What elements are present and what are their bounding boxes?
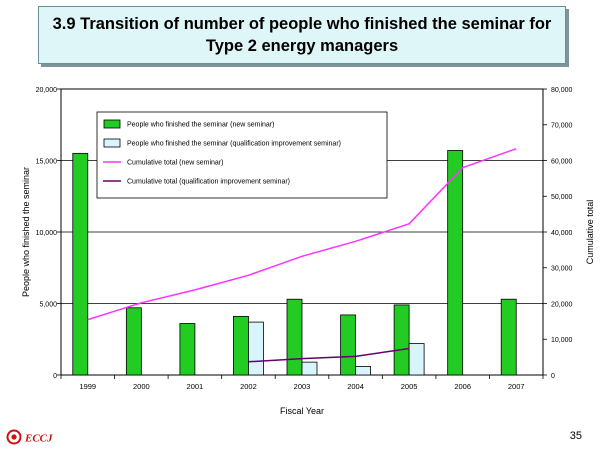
- legend-swatch: [103, 119, 121, 129]
- y-tick-label: 5,000: [39, 301, 57, 308]
- page-number: 35: [569, 430, 582, 442]
- legend-swatch: [103, 138, 121, 148]
- y-tick-label: 15,000: [36, 158, 58, 165]
- bar-new-seminar: [233, 315, 249, 376]
- x-tick-label: 2002: [240, 382, 257, 391]
- line-cumulative-new-seminar: [87, 147, 517, 321]
- x-tick-label: 2005: [401, 382, 418, 391]
- slide-title-box: 3.9 Transition of number of people who f…: [38, 6, 566, 64]
- eccj-logo: ECCJ: [6, 429, 53, 445]
- bar-new-seminar: [447, 150, 464, 376]
- line-cumulative-qualification-seminar: [248, 347, 410, 363]
- bar-new-seminar: [125, 307, 142, 376]
- chart-legend: People who finished the seminar (new sem…: [96, 111, 388, 199]
- y2-tick-label: 50,000: [551, 194, 573, 201]
- legend-label: People who finished the seminar (new sem…: [127, 122, 274, 129]
- y-tick-label: 20,000: [36, 87, 58, 94]
- y2-tick-label: 0: [551, 373, 555, 380]
- y-tick-label: 0: [53, 373, 57, 380]
- logo-dot-icon: [11, 434, 17, 440]
- bar-new-seminar: [500, 298, 517, 376]
- y-axis-title: People who finished the seminar: [21, 167, 31, 297]
- legend-label: Cumulative total (qualification improvem…: [127, 179, 290, 186]
- y2-tick-label: 80,000: [551, 87, 573, 94]
- bar-qualification-seminar: [248, 321, 264, 376]
- y2-tick-label: 60,000: [551, 158, 573, 165]
- bar-new-seminar: [340, 314, 356, 376]
- bar-new-seminar: [286, 298, 303, 376]
- x-axis-title: Fiscal Year: [280, 406, 324, 416]
- bar-qualification-seminar: [355, 366, 371, 376]
- bar-new-seminar: [179, 323, 196, 376]
- y2-axis-title: Cumulative total: [585, 200, 595, 265]
- y-tick-label: 10,000: [36, 230, 58, 237]
- legend-label: Cumulative total (new seminar): [127, 160, 223, 167]
- x-tick-label: 2007: [508, 382, 525, 391]
- y2-tick-label: 30,000: [551, 266, 573, 273]
- logo-text: ECCJ: [24, 433, 53, 445]
- bar-qualification-seminar: [408, 343, 425, 376]
- x-tick-label: 2000: [133, 382, 150, 391]
- y2-tick-label: 40,000: [551, 230, 573, 237]
- x-tick-label: 1999: [79, 382, 96, 391]
- slide-title-line-2: Type 2 energy managers: [205, 37, 399, 55]
- legend-label: People who finished the seminar (qualifi…: [127, 141, 341, 148]
- bar-new-seminar: [72, 152, 89, 376]
- legend-box: [96, 111, 388, 199]
- y2-tick-label: 10,000: [551, 337, 573, 344]
- slide-title-line-1: 3.9 Transition of number of people who f…: [52, 15, 552, 33]
- bar-qualification-seminar: [301, 361, 318, 376]
- logo-ring-icon: [6, 429, 22, 445]
- y2-tick-label: 20,000: [551, 301, 573, 308]
- y2-tick-label: 70,000: [551, 123, 573, 130]
- bar-new-seminar: [393, 304, 410, 376]
- x-tick-label: 2003: [294, 382, 311, 391]
- x-tick-label: 2001: [187, 382, 204, 391]
- x-tick-label: 2004: [347, 382, 364, 391]
- x-tick-label: 2006: [454, 382, 471, 391]
